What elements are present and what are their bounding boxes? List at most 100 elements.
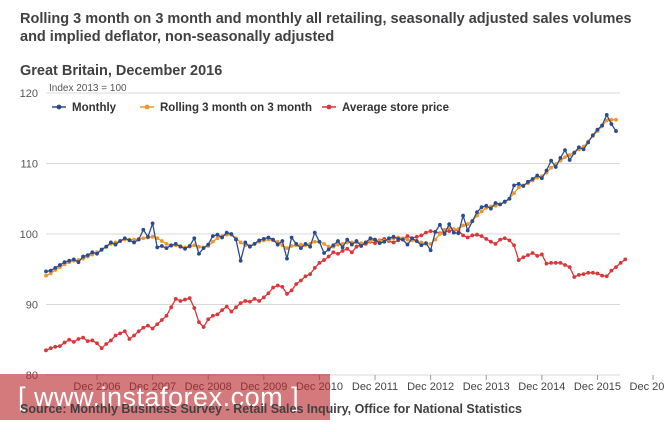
data-point-price [127,337,132,341]
data-point-price [539,252,544,257]
data-point-monthly [243,240,248,245]
data-point-monthly [48,268,53,273]
data-point-price [331,250,336,255]
data-point-price [484,237,489,241]
data-point-monthly [95,251,99,256]
data-point-price [322,258,326,262]
data-point-monthly [405,242,410,247]
data-point-monthly [71,257,76,262]
data-point-price [507,238,512,243]
data-point-price [391,240,396,245]
data-point-price [600,273,604,278]
source-note: Source: Monthly Business Survey - Retail… [20,402,522,416]
data-point-price [150,326,155,331]
data-point-rolling [563,155,567,160]
data-point-price [261,295,266,300]
x-tick-label: Dec 2013 [463,381,510,393]
data-point-price [521,255,526,260]
data-point-price [567,265,572,270]
data-point-price [243,299,248,303]
data-point-price [132,333,136,338]
data-point-rolling [164,241,169,246]
data-point-monthly [373,237,377,242]
data-point-monthly [192,236,197,241]
data-point-price [187,296,192,301]
data-point-price [475,232,479,237]
data-point-monthly [526,179,530,184]
data-point-price [424,230,428,235]
data-point-monthly [544,168,549,173]
legend-swatch-marker [326,104,332,110]
data-point-monthly [419,243,424,248]
data-point-price [169,305,174,310]
data-point-monthly [132,240,136,245]
data-point-monthly [539,176,544,181]
data-point-monthly [377,241,382,246]
x-tick-label: Dec 2012 [407,381,454,393]
data-point-monthly [90,250,95,255]
data-point-monthly [563,148,567,153]
legend-label: Monthly [72,102,117,114]
data-point-price [577,272,581,277]
data-point-monthly [414,239,419,243]
data-point-price [502,236,507,241]
data-point-monthly [67,258,72,263]
data-point-monthly [391,234,396,239]
data-point-price [345,246,350,251]
data-point-price [136,329,141,334]
data-point-monthly [298,246,303,251]
data-point-price [317,261,322,265]
data-point-rolling [549,165,554,170]
data-point-monthly [197,251,201,256]
data-point-rolling [604,118,609,123]
data-point-monthly [368,236,373,241]
data-point-price [526,253,530,258]
data-point-price [215,312,220,317]
data-point-price [252,296,257,301]
data-point-price [155,322,160,327]
data-point-monthly [76,260,81,265]
data-point-rolling [479,209,484,214]
data-point-price [178,299,183,303]
data-point-monthly [178,244,183,249]
data-point-price [71,339,76,344]
data-point-monthly [553,165,558,169]
data-point-monthly [81,254,85,259]
data-point-monthly [173,241,178,246]
data-point-monthly [604,112,609,117]
data-point-price [312,265,317,270]
data-point-monthly [521,184,526,188]
data-point-rolling [516,185,521,190]
data-point-monthly [122,236,127,241]
y-tick-label: 110 [20,159,38,171]
data-point-rolling [438,232,442,236]
data-point-monthly [424,241,428,246]
data-point-rolling [336,242,340,247]
data-point-monthly [215,232,220,237]
data-point-monthly [530,177,535,181]
data-point-rolling [461,223,465,228]
data-point-price [192,306,197,310]
data-point-rolling [215,236,220,241]
data-point-monthly [280,239,285,243]
data-point-price [428,229,433,234]
series-line-monthly [45,113,617,273]
data-point-monthly [572,151,577,155]
data-point-monthly [502,199,507,204]
data-point-monthly [581,147,586,152]
data-point-price [90,338,95,343]
data-point-monthly [150,221,155,226]
data-point-price [340,249,345,253]
data-point-price [498,237,503,242]
data-point-monthly [410,236,414,241]
data-point-price [586,270,591,275]
data-point-monthly [484,203,489,208]
data-point-monthly [493,201,498,205]
data-point-monthly [118,239,123,243]
y-tick-label: 90 [26,300,38,312]
data-point-price [289,288,294,293]
data-point-monthly [359,244,364,248]
data-point-rolling [567,153,572,157]
data-point-rolling [614,117,618,122]
